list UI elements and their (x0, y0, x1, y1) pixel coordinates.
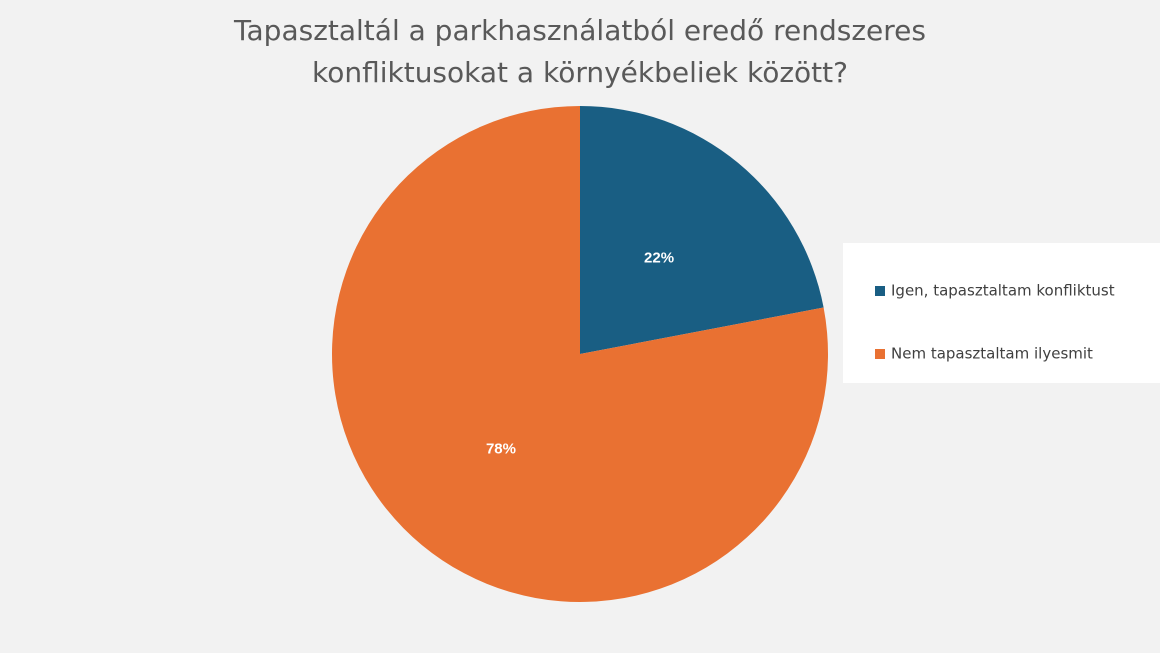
legend-box (843, 243, 1160, 383)
legend-label: Nem tapasztaltam ilyesmit (891, 345, 1093, 363)
legend-label: Igen, tapasztaltam konfliktust (891, 282, 1115, 300)
pie-slice (331, 106, 828, 602)
data-label: 22% (644, 249, 674, 266)
legend-swatch (875, 349, 885, 359)
chart-title: Tapasztaltál a parkhasználatból eredő re… (233, 14, 926, 47)
pie-slice (580, 106, 824, 354)
chart-title: konfliktusokat a környékbeliek között? (312, 56, 848, 89)
legend-swatch (875, 286, 885, 296)
data-label: 78% (486, 441, 516, 458)
